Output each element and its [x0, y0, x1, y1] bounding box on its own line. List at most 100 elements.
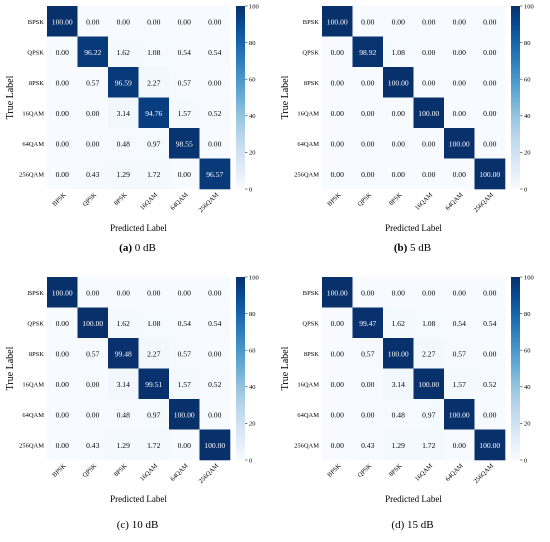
colorbar-tick-label: 0 — [524, 457, 527, 464]
cell-value-label: 100.00 — [479, 170, 500, 179]
heatmap-cell — [169, 67, 200, 98]
heatmap-cell — [47, 277, 78, 308]
cell-value-label: 0.54 — [178, 48, 191, 57]
heatmap-cell — [383, 97, 414, 129]
cell-value-label: 94.76 — [145, 109, 162, 118]
cell-value-label: 1.62 — [392, 319, 405, 328]
y-tick-label: 64QAM — [22, 412, 44, 419]
cell-value-label: 0.00 — [361, 78, 374, 87]
cell-value-label: 96.59 — [115, 78, 132, 87]
caption-text: 10 dB — [131, 519, 159, 531]
y-tick-label: BPSK — [303, 19, 320, 26]
heatmap-cell — [108, 128, 139, 159]
x-tick-label: 256QAM — [198, 191, 221, 214]
x-tick-label: 8PSK — [113, 191, 129, 207]
cell-value-label: 1.08 — [147, 319, 160, 328]
cell-value-label: 0.00 — [483, 139, 496, 148]
heatmap-cell — [47, 307, 78, 339]
cell-value-label: 0.00 — [178, 170, 191, 179]
x-tick-label: 256QAM — [198, 462, 221, 485]
heatmap-cell — [322, 36, 353, 68]
heatmap-cell — [77, 338, 109, 369]
cell-value-label: 1.72 — [422, 441, 435, 450]
heatmap-cell — [138, 399, 170, 430]
colorbar-tick-label: 80 — [249, 311, 256, 318]
cell-value-label: 0.00 — [361, 17, 374, 26]
heatmap-cell — [322, 128, 353, 159]
y-tick-label: QPSK — [302, 49, 319, 56]
heatmap-cell — [413, 277, 445, 308]
heatmap-cell — [444, 338, 475, 369]
cell-value-label: 100.00 — [449, 410, 470, 419]
y-tick-label: 8PSK — [29, 351, 44, 358]
cell-value-label: 99.48 — [115, 349, 132, 358]
heatmap-cell — [352, 338, 384, 369]
y-tick-label: BPSK — [28, 19, 45, 26]
heatmap-cell — [108, 338, 139, 369]
caption-tag: (a) — [119, 242, 132, 254]
x-tick-label: QPSK — [356, 462, 373, 479]
heatmap-cell — [352, 67, 384, 98]
cell-value-label: 0.00 — [483, 17, 496, 26]
cell-value-label: 100.00 — [52, 17, 73, 26]
heatmap-cell — [108, 307, 139, 339]
heatmap-cell — [108, 399, 139, 430]
caption-text: 0 dB — [134, 242, 156, 254]
heatmap-cell — [383, 307, 414, 339]
cell-value-label: 0.00 — [392, 17, 405, 26]
heatmap-cell — [108, 67, 139, 98]
cell-value-label: 0.00 — [86, 139, 99, 148]
x-tick-label: BPSK — [51, 191, 68, 208]
heatmap-cell — [199, 338, 231, 369]
x-tick-label: 256QAM — [473, 462, 496, 485]
heatmap-cell — [77, 158, 109, 190]
cell-value-label: 0.00 — [331, 441, 344, 450]
y-axis-label: True Label — [280, 75, 291, 119]
colorbar-tick-label: 20 — [524, 421, 531, 428]
cell-value-label: 0.00 — [86, 17, 99, 26]
heatmap-cell — [169, 158, 200, 190]
cell-value-label: 3.14 — [117, 380, 130, 389]
cell-value-label: 1.62 — [117, 319, 130, 328]
heatmap-cell — [474, 429, 506, 461]
cell-value-label: 0.00 — [56, 170, 69, 179]
heatmap-cell — [47, 368, 78, 400]
y-tick-label: 8PSK — [304, 80, 319, 87]
panel-caption: (d) 15 dB — [275, 519, 550, 531]
x-tick-label: 16QAM — [139, 191, 159, 211]
heatmap-cell — [413, 97, 445, 129]
cell-value-label: 100.00 — [327, 17, 348, 26]
cell-value-label: 0.54 — [453, 319, 466, 328]
heatmap-cell — [413, 338, 445, 369]
colorbar — [511, 277, 520, 460]
heatmap-cell — [444, 6, 475, 37]
heatmap-cell — [413, 6, 445, 37]
heatmap-cell — [138, 6, 170, 37]
y-tick-label: QPSK — [27, 320, 44, 327]
cell-value-label: 0.00 — [392, 170, 405, 179]
cell-value-label: 96.22 — [84, 48, 101, 57]
colorbar-tick-label: 20 — [524, 150, 531, 157]
confusion-matrix-panel-a: 100.00 0.00 0.00 0.00 0.00 0.00 0.00 96.22 1.62 1… — [0, 0, 275, 271]
heatmap-cell — [138, 307, 170, 339]
cell-value-label: 0.97 — [147, 139, 160, 148]
y-tick-label: 256QAM — [294, 442, 319, 449]
cell-value-label: 0.00 — [361, 170, 374, 179]
x-tick-label: BPSK — [326, 462, 343, 479]
heatmap-cell — [444, 97, 475, 129]
heatmap-cell — [352, 368, 384, 400]
cell-value-label: 0.00 — [86, 410, 99, 419]
heatmap-cell — [352, 277, 384, 308]
heatmap-cell — [444, 158, 475, 190]
cell-value-label: 0.00 — [483, 349, 496, 358]
heatmap-cell — [322, 277, 353, 308]
confusion-matrix-chart: 100.00 0.00 0.00 0.00 0.00 0.00 0.00 99.47 1.62 1… — [280, 274, 534, 504]
panel-caption: (a) 0 dB — [0, 242, 275, 254]
cell-value-label: 0.00 — [422, 170, 435, 179]
cell-value-label: 1.08 — [422, 319, 435, 328]
heatmap-cell — [413, 368, 445, 400]
heatmap-cell — [444, 277, 475, 308]
heatmap-cell — [138, 97, 170, 129]
y-tick-label: 16QAM — [297, 381, 319, 388]
colorbar-tick-label: 20 — [249, 150, 256, 157]
